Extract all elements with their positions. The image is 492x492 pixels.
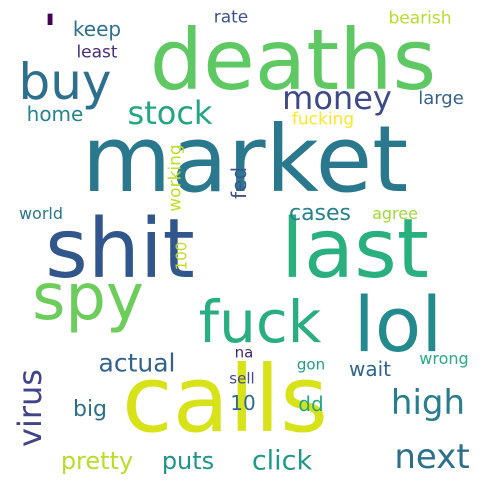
word-100: 100 xyxy=(172,241,191,271)
word-high: high xyxy=(390,383,466,423)
word-agree: agree xyxy=(372,204,418,223)
word-fucking: fucking xyxy=(291,109,355,130)
word-large: large xyxy=(418,88,464,109)
word-calls: calls xyxy=(121,346,329,453)
word-cases: cases xyxy=(288,201,352,226)
word-apostrophe: ' xyxy=(43,5,57,54)
word-big: big xyxy=(72,397,108,422)
word-rate: rate xyxy=(213,7,249,28)
word-home: home xyxy=(26,102,84,126)
word-fed: fed xyxy=(227,166,251,200)
word-puts: puts xyxy=(161,447,215,475)
word-click: click xyxy=(251,445,313,477)
word-dd: dd xyxy=(298,392,324,416)
word-wait: wait xyxy=(348,357,392,381)
word-market: market xyxy=(81,106,409,213)
word-least: least xyxy=(76,42,118,63)
word-last: last xyxy=(281,202,429,297)
word-spy: spy xyxy=(32,261,144,335)
word-gon: gon xyxy=(296,355,326,374)
word-na: na xyxy=(234,343,254,362)
word-deaths: deaths xyxy=(149,11,437,109)
word-lol: lol xyxy=(353,280,443,369)
word-buy: buy xyxy=(18,53,112,111)
word-bearish: bearish xyxy=(388,8,452,29)
word-pretty: pretty xyxy=(60,447,134,475)
word-fuck: fuck xyxy=(198,288,322,356)
word-stock: stock xyxy=(127,94,213,132)
word-wrong: wrong xyxy=(419,349,469,368)
word-10: 10 xyxy=(230,391,256,415)
word-money: money xyxy=(282,79,392,117)
word-keep: keep xyxy=(72,17,122,41)
word-virus: virus xyxy=(11,369,49,447)
word-next: next xyxy=(394,437,470,477)
word-actual: actual xyxy=(98,348,176,378)
word-shit: shit xyxy=(45,202,195,297)
word-working: working xyxy=(165,144,186,212)
word-sell: sell xyxy=(229,369,255,388)
word-world: world xyxy=(18,204,64,223)
